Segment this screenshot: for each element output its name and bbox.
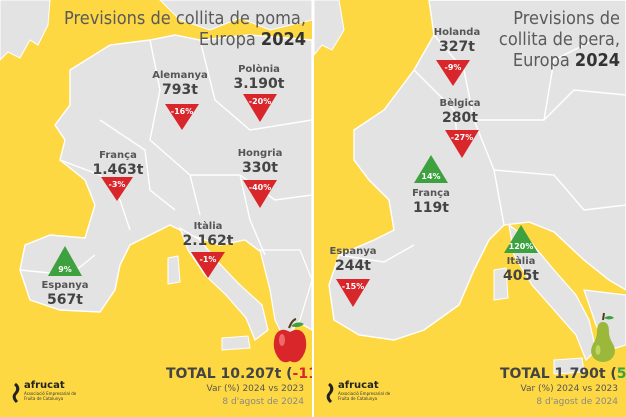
date-label: 8 d'agost de 2024 <box>536 397 618 407</box>
country-alemanya: Alemanya 793t <box>150 70 210 99</box>
title-line-1: Previsions de <box>513 8 620 29</box>
country-value: 330t <box>242 160 278 176</box>
apple-icon <box>273 318 307 363</box>
country-name: Holanda <box>433 27 481 38</box>
pear-icon <box>591 312 615 362</box>
change-triangle-down: -15% <box>336 279 370 307</box>
change-triangle-down: -3% <box>101 177 133 201</box>
country-name: Bèlgica <box>439 98 481 109</box>
afrucat-logo-icon <box>12 382 20 404</box>
change-label: -16% <box>170 107 194 116</box>
europe-map <box>0 0 312 417</box>
country-name: Espanya <box>41 280 89 291</box>
change-triangle-down: -27% <box>445 130 479 158</box>
var-label: Var (%) 2024 vs 2023 <box>206 384 304 394</box>
date-label: 8 d'agost de 2024 <box>222 397 304 407</box>
logo-name: afrucat <box>338 380 379 391</box>
change-triangle-down: -9% <box>436 60 470 86</box>
change-label: -9% <box>444 63 462 72</box>
logo-name: afrucat <box>24 380 65 391</box>
title-line-2: Europa 2024 <box>198 29 306 50</box>
country-value: 244t <box>335 258 371 274</box>
change-label: -40% <box>248 183 272 192</box>
total-line: TOTAL 1.790t (5%) <box>500 366 626 382</box>
change-triangle-down: -40% <box>243 180 277 208</box>
europe-map <box>314 0 626 417</box>
change-label: 9% <box>58 265 72 274</box>
total-change: 5% <box>616 366 626 382</box>
apple-forecast-panel: Previsions de collita de poma, Europa 20… <box>0 0 312 417</box>
var-label: Var (%) 2024 vs 2023 <box>520 384 618 394</box>
title-line-2: collita de pera, <box>498 29 620 50</box>
change-label: -15% <box>341 282 365 291</box>
country-value: 327t <box>439 39 475 55</box>
title-year: 2024 <box>260 29 306 50</box>
change-label: -3% <box>108 180 126 189</box>
logo-tagline: Associació Empresarial de Fruita de Cata… <box>24 391 77 401</box>
country-name: Espanya <box>329 246 377 257</box>
country-value: 567t <box>47 292 83 308</box>
change-label: 120% <box>508 242 534 251</box>
country-name: França <box>412 188 450 199</box>
change-triangle-down: -16% <box>165 104 199 130</box>
map-title: Previsions de collita de poma, Europa 20… <box>64 8 306 50</box>
change-label: 14% <box>421 172 441 181</box>
country-espanya: Espanya 567t <box>36 280 94 309</box>
total-line: TOTAL 10.207t (-11%) <box>166 366 312 382</box>
total-change: -11% <box>292 366 312 382</box>
country-value: 793t <box>162 82 198 98</box>
title-line-3: Europa 2024 <box>512 50 620 71</box>
country-polonia: Polònia 3.190t <box>228 64 290 93</box>
country-franca: França 119t <box>402 188 460 217</box>
country-holanda: Holanda 327t <box>427 27 487 56</box>
country-value: 280t <box>442 110 478 126</box>
country-name: Hongria <box>237 148 283 159</box>
change-triangle-up: 120% <box>504 225 538 253</box>
change-triangle-up: 9% <box>48 246 82 276</box>
change-triangle-down: -1% <box>191 252 225 278</box>
afrucat-logo-icon <box>326 382 334 404</box>
country-franca: França 1.463t <box>88 150 148 179</box>
pear-forecast-panel: Previsions de collita de pera, Europa 20… <box>314 0 626 417</box>
map-title: Previsions de collita de pera, Europa 20… <box>499 8 620 71</box>
country-value: 2.162t <box>182 233 234 249</box>
title-year: 2024 <box>574 50 620 71</box>
country-name: Itàlia <box>506 256 536 267</box>
change-triangle-down: -20% <box>243 94 277 122</box>
country-name: Itàlia <box>193 221 223 232</box>
panel-divider <box>312 0 314 417</box>
change-triangle-up: 14% <box>414 155 448 183</box>
country-espanya: Espanya 244t <box>322 246 384 275</box>
country-name: França <box>99 150 137 161</box>
country-italia: Itàlia 405t <box>494 256 548 285</box>
logo-tagline: Associació Empresarial de Fruita de Cata… <box>338 391 391 401</box>
change-label: -27% <box>450 133 474 142</box>
country-hongria: Hongria 330t <box>232 148 288 177</box>
change-label: -1% <box>199 255 217 264</box>
country-value: 405t <box>503 268 539 284</box>
country-value: 3.190t <box>233 76 285 92</box>
country-value: 1.463t <box>92 162 144 178</box>
change-label: -20% <box>248 97 272 106</box>
country-belgica: Bèlgica 280t <box>431 98 489 127</box>
country-name: Polònia <box>238 64 280 75</box>
title-line-1: Previsions de collita de poma, <box>64 8 306 29</box>
country-name: Alemanya <box>152 70 208 81</box>
country-value: 119t <box>413 200 449 216</box>
country-italia: Itàlia 2.162t <box>180 221 236 250</box>
